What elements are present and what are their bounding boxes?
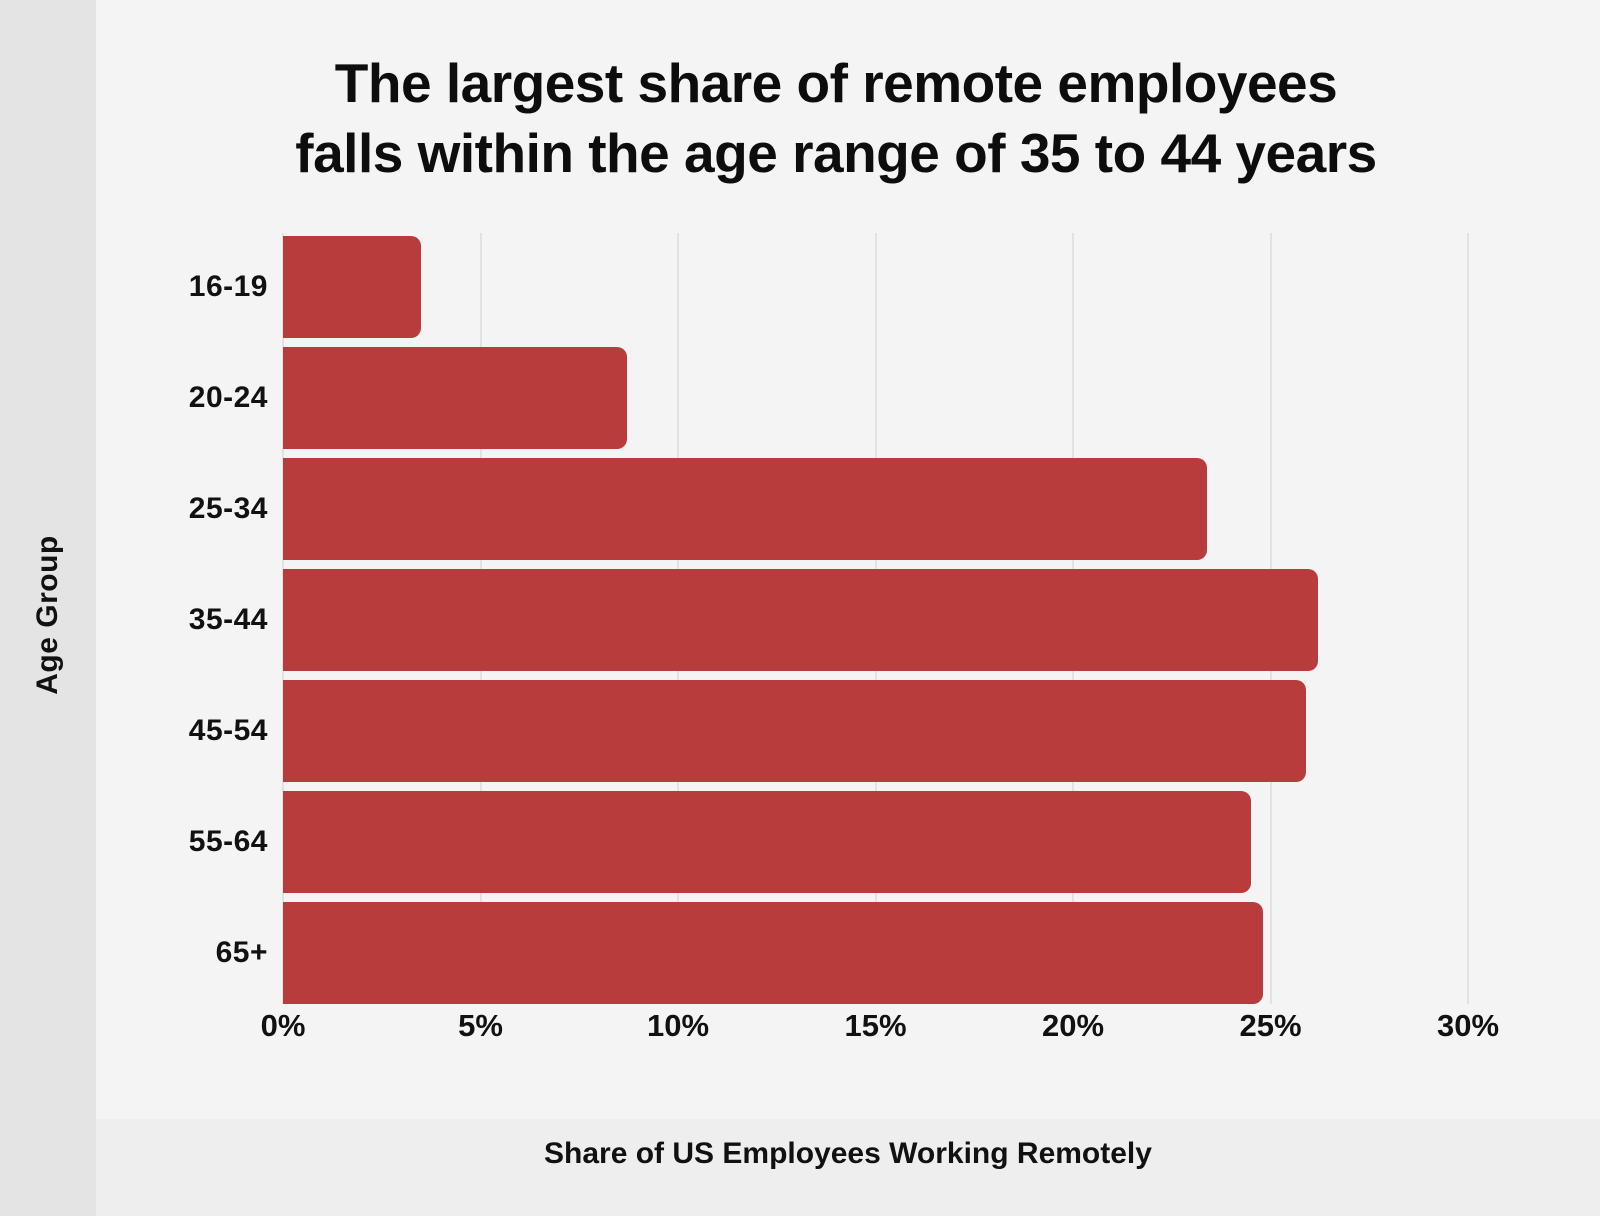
x-tick-label-15: 15%: [844, 1008, 907, 1043]
category-label-65+: 65+: [215, 936, 268, 969]
category-label-55-64: 55-64: [188, 825, 268, 858]
x-tick-label-10: 10%: [646, 1008, 710, 1043]
x-axis-ticks: 0% 5% 10% 15% 20% 25% 30%: [261, 1008, 1523, 1050]
bar-20-24: [283, 347, 627, 449]
x-tick-label-5: 5%: [458, 1008, 503, 1043]
category-label-25-34: 25-34: [188, 492, 268, 525]
x-tick-label-0: 0%: [260, 1008, 306, 1043]
x-axis-title: Share of US Employees Working Remotely: [544, 1137, 1152, 1170]
bar-35-44: [283, 569, 1318, 671]
category-label-16-19: 16-19: [188, 270, 268, 303]
gridline-30: [1467, 233, 1469, 1004]
bar-25-34: [283, 458, 1208, 560]
bar-16-19: [283, 236, 422, 338]
x-axis-panel: Share of US Employees Working Remotely: [96, 1119, 1600, 1216]
category-axis: 16-19 20-24 25-34 35-44 45-54 55-64 65+: [96, 236, 268, 1004]
chart-title: The largest share of remote employees fa…: [96, 48, 1576, 188]
x-tick-label-20: 20%: [1041, 1008, 1105, 1043]
chart-title-line1: The largest share of remote employees: [334, 52, 1338, 114]
category-label-45-54: 45-54: [188, 714, 268, 747]
category-label-20-24: 20-24: [188, 381, 268, 414]
bar-55-64: [283, 791, 1251, 893]
chart-title-line2: falls within the age range of 35 to 44 y…: [295, 122, 1377, 184]
y-axis-panel: [0, 0, 96, 1216]
plot-area: [282, 233, 1523, 1004]
bar-45-54: [283, 680, 1307, 782]
y-axis-title: Age Group: [31, 535, 64, 695]
bar-65+: [283, 902, 1263, 1004]
x-tick-label-25: 25%: [1239, 1008, 1302, 1043]
x-tick-label-30: 30%: [1436, 1008, 1500, 1043]
category-label-35-44: 35-44: [188, 603, 268, 636]
